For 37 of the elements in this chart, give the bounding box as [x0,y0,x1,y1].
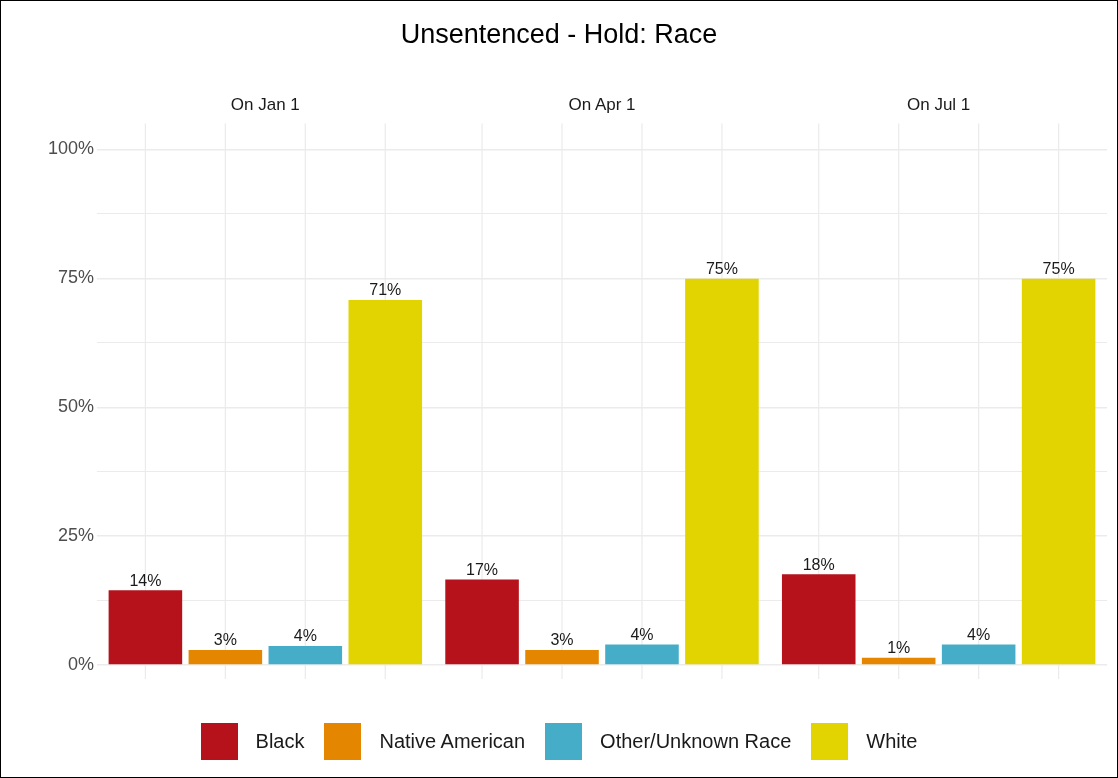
data-label: 4% [967,625,991,643]
x-tick-label: On Jan 1 [230,94,300,114]
data-label: 1% [887,639,911,657]
bar [1021,278,1096,665]
data-label: 17% [466,560,499,578]
data-label: 14% [129,571,162,589]
data-label: 3% [213,631,237,649]
y-tick-label: 100% [47,138,94,159]
data-label: 3% [550,631,574,649]
legend-label: Black [255,730,305,753]
bar [348,299,423,665]
bar [861,657,936,665]
bar [445,579,519,665]
data-label: 4% [293,627,317,645]
bar [685,278,759,665]
data-label: 18% [802,555,835,573]
bar [188,650,263,665]
data-label: 71% [369,281,402,299]
y-tick-label: 0% [67,653,94,674]
bar [525,650,599,665]
data-label: 4% [630,625,654,643]
y-tick-label: 25% [57,525,94,546]
bar [268,645,343,665]
legend-label: White [866,730,918,753]
x-tick-label: On Apr 1 [568,94,636,114]
legend-label: Native American [379,730,526,753]
legend-label: Other/Unknown Race [600,730,792,753]
bar [605,644,679,665]
chart-title: Unsentenced - Hold: Race [399,19,719,50]
x-tick-label: On Jul 1 [907,94,971,114]
data-label: 75% [1042,260,1075,278]
y-tick-label: 50% [57,396,94,417]
data-label: 75% [705,260,738,278]
y-tick-label: 75% [57,267,94,288]
bar [108,590,183,665]
bar [781,574,856,665]
bar [941,644,1016,665]
